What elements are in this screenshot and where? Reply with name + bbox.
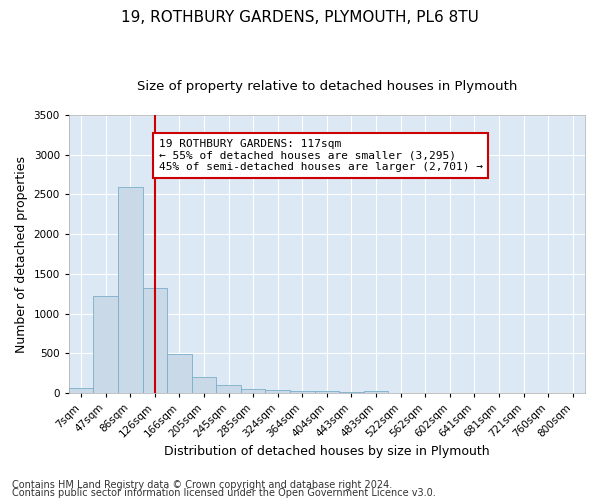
Bar [290, 390, 314, 393]
Y-axis label: Number of detached properties: Number of detached properties [15, 156, 28, 352]
Text: Contains HM Land Registry data © Crown copyright and database right 2024.: Contains HM Land Registry data © Crown c… [12, 480, 392, 490]
Text: Contains public sector information licensed under the Open Government Licence v3: Contains public sector information licen… [12, 488, 436, 498]
Bar [167, 354, 192, 393]
Bar [339, 392, 364, 393]
Title: Size of property relative to detached houses in Plymouth: Size of property relative to detached ho… [137, 80, 517, 93]
Bar [217, 385, 241, 393]
Bar [143, 288, 167, 393]
Bar [265, 390, 290, 393]
Bar [314, 392, 339, 393]
Text: 19, ROTHBURY GARDENS, PLYMOUTH, PL6 8TU: 19, ROTHBURY GARDENS, PLYMOUTH, PL6 8TU [121, 10, 479, 25]
Bar [69, 388, 94, 393]
Bar [192, 377, 217, 393]
Bar [118, 186, 143, 393]
Text: 19 ROTHBURY GARDENS: 117sqm
← 55% of detached houses are smaller (3,295)
45% of : 19 ROTHBURY GARDENS: 117sqm ← 55% of det… [158, 139, 482, 172]
Bar [364, 390, 388, 393]
Bar [241, 388, 265, 393]
X-axis label: Distribution of detached houses by size in Plymouth: Distribution of detached houses by size … [164, 444, 490, 458]
Bar [94, 296, 118, 393]
